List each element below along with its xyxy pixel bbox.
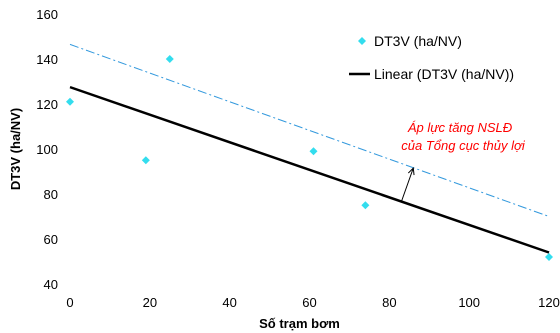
scatter-point	[545, 253, 553, 261]
annotation-arrow	[400, 167, 414, 203]
x-tick-label: 60	[302, 295, 316, 310]
linear-trend-line	[69, 85, 550, 254]
legend-label-linear: Linear (DT3V (ha/NV))	[374, 66, 514, 82]
scatter-point	[309, 147, 318, 156]
scatter-point	[66, 97, 74, 106]
y-tick-label: 160	[36, 7, 58, 22]
y-tick-label: 40	[44, 277, 58, 292]
y-tick-label: 80	[44, 187, 58, 202]
legend: DT3V (ha/NV) Linear (DT3V (ha/NV))	[349, 33, 514, 82]
x-axis-title: Số trạm bơm	[259, 316, 340, 331]
y-tick-label: 100	[36, 142, 58, 157]
legend-marker-scatter	[358, 37, 366, 45]
y-axis-title: DT3V (ha/NV)	[8, 108, 23, 190]
y-tick-label: 60	[44, 232, 58, 247]
scatter-points	[66, 55, 553, 261]
y-axis-ticks: 40 60 80 100 120 140 160	[36, 7, 58, 292]
x-tick-label: 20	[143, 295, 157, 310]
x-axis-ticks: 0 20 40 60 80 100 120	[66, 295, 559, 310]
y-tick-label: 140	[36, 52, 58, 67]
x-tick-label: 80	[382, 295, 396, 310]
x-tick-label: 120	[538, 295, 560, 310]
annotation-arrowhead	[407, 167, 415, 176]
annotation: Áp lực tăng NSLĐ của Tổng cục thủy lợi	[400, 120, 526, 203]
annotation-line-2: của Tổng cục thủy lợi	[401, 138, 526, 153]
y-tick-label: 120	[36, 97, 58, 112]
scatter-point	[141, 156, 150, 165]
x-tick-label: 40	[222, 295, 236, 310]
scatter-point	[361, 201, 370, 210]
x-tick-label: 0	[66, 295, 73, 310]
annotation-line-1: Áp lực tăng NSLĐ	[407, 120, 513, 135]
series-lines	[69, 43, 550, 254]
x-tick-label: 100	[458, 295, 480, 310]
legend-label-scatter: DT3V (ha/NV)	[374, 33, 462, 49]
scatter-point	[165, 55, 174, 63]
